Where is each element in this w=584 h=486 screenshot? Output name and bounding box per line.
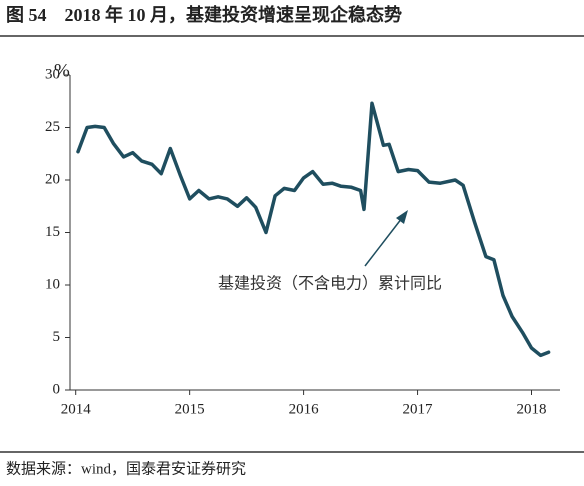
- y-tick-label: 25: [45, 119, 60, 135]
- x-tick-label: 2018: [517, 401, 547, 417]
- y-tick-label: 15: [45, 224, 60, 240]
- y-unit: %: [54, 60, 70, 81]
- arrow-head: [396, 210, 408, 224]
- x-tick-label: 2015: [175, 401, 205, 417]
- figure-title: 图 54 2018 年 10 月，基建投资增速呈现企稳态势: [6, 4, 402, 25]
- y-tick-label: 10: [45, 276, 60, 292]
- source: 数据来源：wind，国泰君安证券研究: [6, 460, 246, 477]
- series-line: [76, 101, 551, 358]
- y-tick-label: 30: [45, 66, 60, 82]
- x-tick-label: 2014: [61, 401, 92, 417]
- x-tick-label: 2017: [403, 401, 434, 417]
- y-tick-label: 20: [45, 171, 60, 187]
- annotation: 基建投资（不含电力）累计同比: [218, 275, 442, 293]
- annotation-arrow: [364, 217, 403, 267]
- y-tick-label: 5: [53, 329, 61, 345]
- x-tick-label: 2016: [289, 401, 320, 417]
- y-tick-label: 0: [53, 381, 61, 397]
